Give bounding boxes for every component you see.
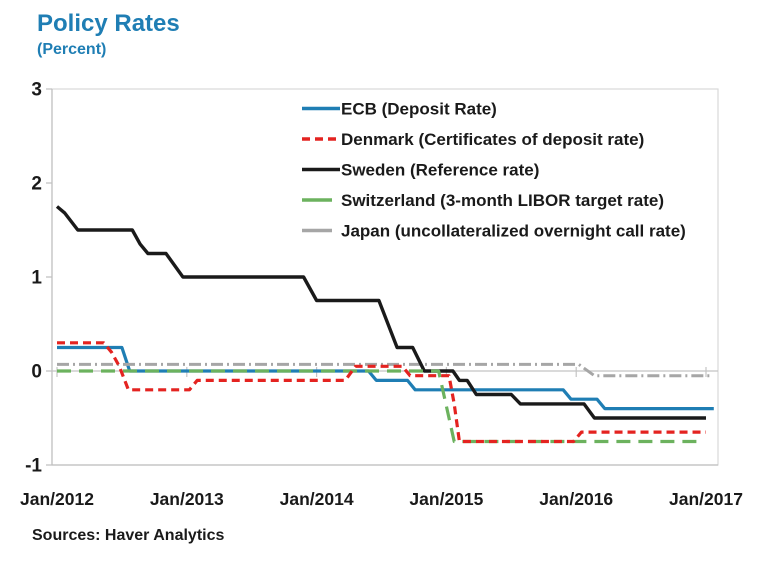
chart-title: Policy Rates — [37, 10, 180, 37]
legend-label-1: Denmark (Certificates of deposit rate) — [341, 130, 644, 149]
series-line-0 — [57, 345, 714, 411]
x-axis-tick-label: Jan/2017 — [669, 489, 743, 509]
legend-label-0: ECB (Deposit Rate) — [341, 100, 497, 119]
x-axis-tick-label: Jan/2015 — [409, 489, 483, 509]
source-note: Sources: Haver Analytics — [32, 527, 225, 544]
x-axis-tick-label: Jan/2016 — [539, 489, 613, 509]
legend-label-3: Switzerland (3-month LIBOR target rate) — [341, 191, 664, 210]
y-axis-tick-label: 1 — [31, 268, 42, 289]
chart-subtitle: (Percent) — [37, 41, 107, 58]
y-axis-tick-label: 0 — [31, 362, 42, 383]
series-line-2 — [55, 205, 706, 420]
y-axis-tick-label: 2 — [31, 174, 42, 195]
y-axis-tick-label: -1 — [25, 456, 42, 477]
y-axis-tick-label: 3 — [31, 80, 42, 101]
series-line-3 — [57, 369, 701, 444]
legend-label-4: Japan (uncollateralized overnight call r… — [341, 222, 686, 241]
x-axis-tick-label: Jan/2014 — [280, 489, 354, 509]
series-line-1 — [57, 341, 706, 444]
legend-label-2: Sweden (Reference rate) — [341, 161, 539, 180]
x-axis-tick-label: Jan/2013 — [150, 489, 224, 509]
x-axis-tick-label: Jan/2012 — [20, 489, 94, 509]
series-line-4 — [57, 362, 710, 378]
